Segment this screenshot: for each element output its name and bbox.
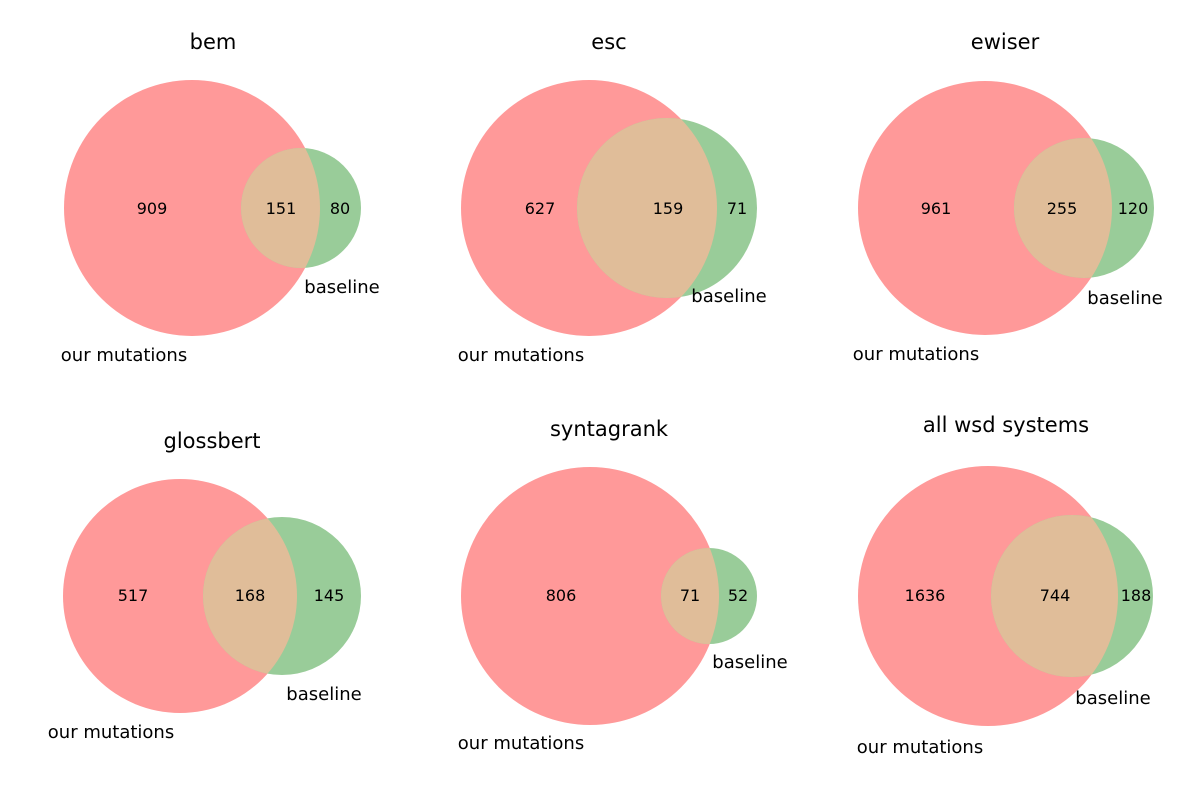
set-label-our-mutations: our mutations: [853, 344, 979, 365]
overlap-region: [203, 517, 297, 675]
set-label-our-mutations: our mutations: [458, 345, 584, 366]
count-baseline-only: 80: [330, 199, 350, 218]
set-label-baseline: baseline: [1075, 688, 1150, 709]
venn-panel: ewiser our mutations baseline 961 255 120: [853, 30, 1163, 365]
set-label-our-mutations: our mutations: [48, 722, 174, 743]
count-baseline-only: 145: [314, 586, 345, 605]
set-label-baseline: baseline: [1087, 288, 1162, 309]
venn-panel: esc our mutations baseline 627 159 71: [458, 30, 767, 366]
overlap-region: [241, 148, 320, 268]
our-mutations-circle: [461, 467, 719, 725]
venn-panel: all wsd systems our mutations baseline 1636…: [857, 413, 1153, 758]
count-our-mutations-only: 1636: [905, 586, 946, 605]
overlap-region: [1014, 138, 1112, 278]
count-our-mutations-only: 909: [137, 199, 168, 218]
count-both: 159: [653, 199, 684, 218]
our-mutations-circle: [64, 80, 320, 336]
count-both: 255: [1047, 199, 1078, 218]
overlap-region: [661, 548, 719, 644]
our-mutations-circle: [858, 81, 1112, 335]
count-both: 71: [680, 586, 700, 605]
subplot-title: syntagrank: [550, 417, 669, 441]
count-baseline-only: 120: [1118, 199, 1149, 218]
count-both: 744: [1040, 586, 1071, 605]
set-label-baseline: baseline: [691, 286, 766, 307]
venn-panel: glossbert our mutations baseline 517 168 145: [48, 429, 362, 743]
count-our-mutations-only: 806: [546, 586, 577, 605]
set-label-our-mutations: our mutations: [458, 733, 584, 754]
set-label-baseline: baseline: [304, 277, 379, 298]
subplot-title: bem: [190, 30, 237, 54]
set-label-our-mutations: our mutations: [61, 345, 187, 366]
set-label-baseline: baseline: [286, 684, 361, 705]
subplot-title: esc: [591, 30, 626, 54]
subplot-title: glossbert: [163, 429, 260, 453]
set-label-our-mutations: our mutations: [857, 737, 983, 758]
subplot-title: all wsd systems: [923, 413, 1089, 437]
count-our-mutations-only: 961: [921, 199, 952, 218]
count-baseline-only: 52: [728, 586, 748, 605]
venn-panel: syntagrank our mutations baseline 806 71 52: [458, 417, 788, 754]
count-our-mutations-only: 627: [525, 199, 556, 218]
count-baseline-only: 71: [727, 199, 747, 218]
count-our-mutations-only: 517: [118, 586, 149, 605]
count-both: 168: [235, 586, 266, 605]
count-baseline-only: 188: [1121, 586, 1152, 605]
subplot-title: ewiser: [971, 30, 1040, 54]
count-both: 151: [266, 199, 297, 218]
venn-panel: bem our mutations baseline 909 151 80: [61, 30, 380, 366]
set-label-baseline: baseline: [712, 652, 787, 673]
